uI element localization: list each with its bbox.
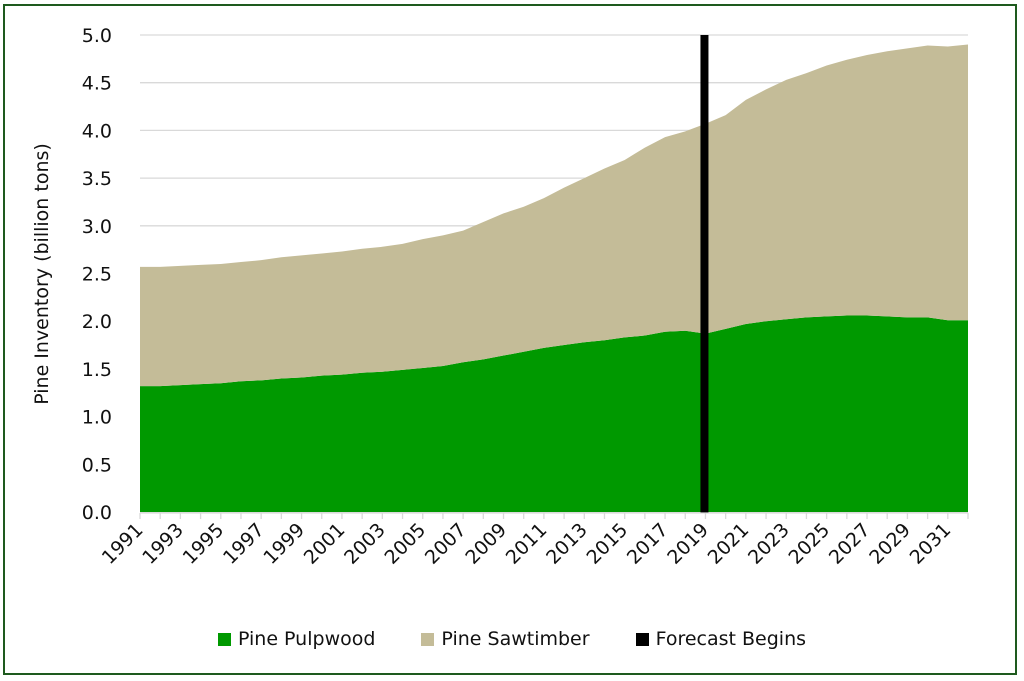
x-tick-label: 1993 bbox=[138, 519, 188, 569]
y-tick-label: 5.0 bbox=[82, 25, 112, 47]
legend-label: Pine Sawtimber bbox=[441, 628, 590, 650]
x-tick-label: 2031 bbox=[906, 519, 956, 569]
x-tick-label: 1997 bbox=[219, 519, 269, 569]
x-tick-label: 2023 bbox=[744, 519, 794, 569]
x-tick-label: 2005 bbox=[381, 519, 431, 569]
area-series bbox=[140, 44, 968, 512]
sawtimber-swatch-icon bbox=[421, 632, 435, 646]
pine-sawtimber-area bbox=[140, 44, 968, 387]
legend-label: Forecast Begins bbox=[655, 628, 807, 650]
x-tick-label: 2011 bbox=[502, 519, 552, 569]
legend-item-sawtimber: Pine Sawtimber bbox=[421, 628, 590, 650]
y-axis: 0.0 0.5 1.0 1.5 2.0 2.5 3.0 3.5 4.0 4.5 5.0 bbox=[82, 25, 112, 524]
forecast-swatch-icon bbox=[635, 632, 649, 646]
x-tick-label: 2017 bbox=[623, 519, 673, 569]
y-tick-label: 1.5 bbox=[82, 359, 112, 381]
x-tick-label: 2001 bbox=[300, 519, 350, 569]
y-tick-label: 4.5 bbox=[82, 73, 112, 95]
x-tick-label: 1995 bbox=[179, 519, 229, 569]
x-tick-label: 2003 bbox=[340, 519, 390, 569]
x-tick-label: 2015 bbox=[582, 519, 632, 569]
x-tick-label: 2019 bbox=[663, 519, 713, 569]
x-tick-label: 1991 bbox=[98, 519, 148, 569]
x-tick-label: 1999 bbox=[259, 519, 309, 569]
y-tick-label: 0.5 bbox=[82, 454, 112, 476]
legend: Pine Pulpwood Pine Sawtimber Forecast Be… bbox=[0, 628, 1024, 650]
y-tick-label: 0.0 bbox=[82, 502, 112, 524]
y-tick-label: 2.5 bbox=[82, 264, 112, 286]
x-tick-label: 2025 bbox=[784, 519, 834, 569]
y-tick-label: 1.0 bbox=[82, 407, 112, 429]
x-tick-label: 2009 bbox=[461, 519, 511, 569]
y-tick-label: 4.0 bbox=[82, 120, 112, 142]
y-axis-label: Pine Inventory (billion tons) bbox=[31, 143, 53, 405]
x-tick-label: 2013 bbox=[542, 519, 592, 569]
x-tick-label: 2029 bbox=[865, 519, 915, 569]
pulpwood-swatch-icon bbox=[217, 632, 231, 646]
pine-pulpwood-area bbox=[140, 315, 968, 512]
x-axis: 1991199319951997199920012003200520072009… bbox=[98, 512, 969, 569]
y-tick-label: 3.0 bbox=[82, 216, 112, 238]
y-tick-label: 3.5 bbox=[82, 168, 112, 190]
x-tick-label: 2007 bbox=[421, 519, 471, 569]
x-tick-label: 2021 bbox=[704, 519, 754, 569]
y-tick-label: 2.0 bbox=[82, 311, 112, 333]
x-tick-label: 2027 bbox=[825, 519, 875, 569]
legend-item-pulpwood: Pine Pulpwood bbox=[217, 628, 376, 650]
legend-item-forecast: Forecast Begins bbox=[635, 628, 807, 650]
legend-label: Pine Pulpwood bbox=[237, 628, 376, 650]
